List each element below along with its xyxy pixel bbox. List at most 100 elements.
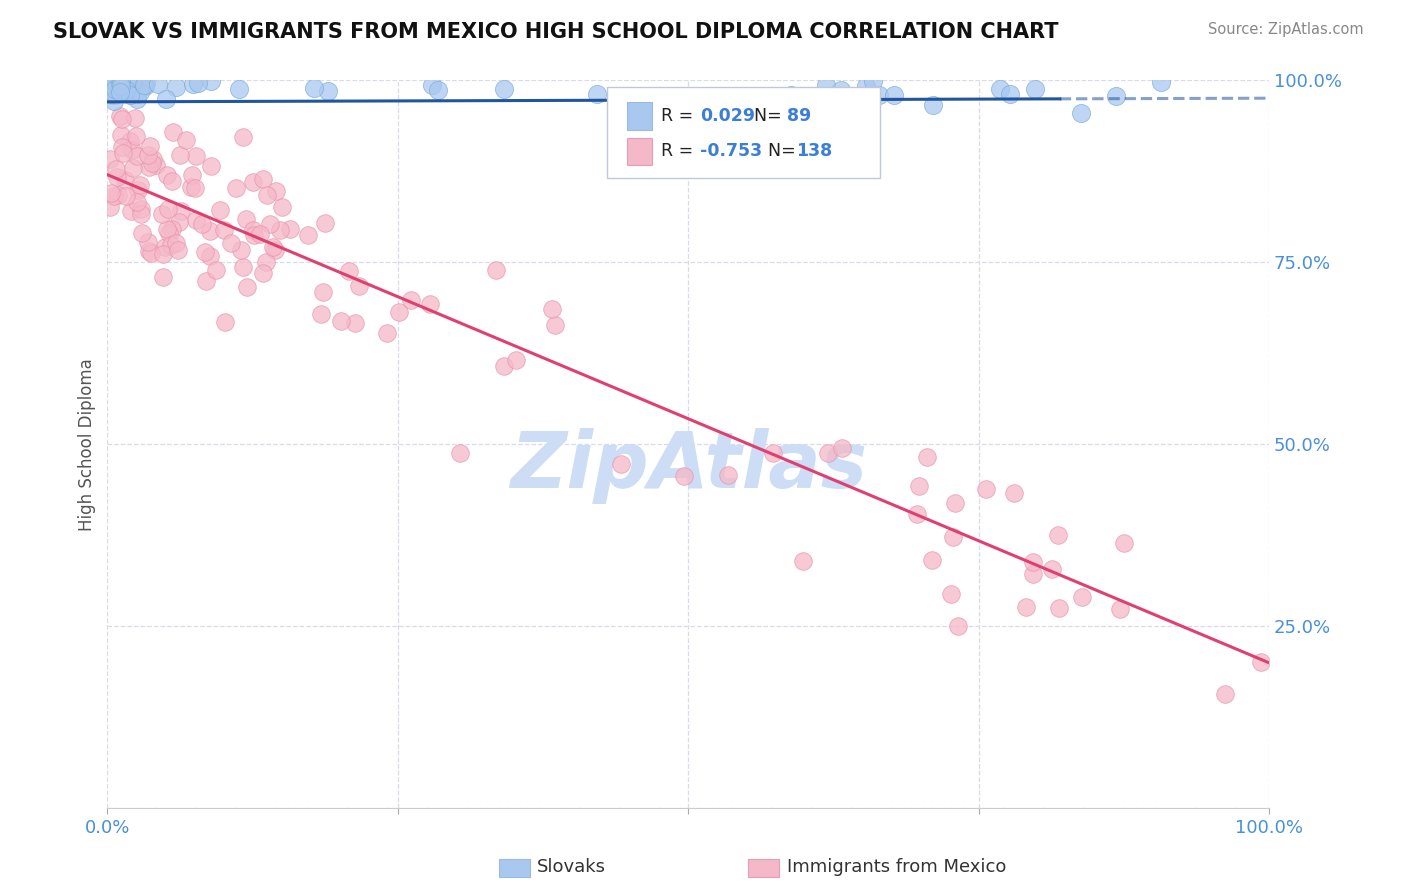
- Point: [100, 84, 122, 98]
- Point: [180, 180, 202, 194]
- Point: [262, 240, 284, 254]
- Point: [1213, 687, 1236, 701]
- Point: [165, 79, 187, 94]
- Point: [264, 243, 287, 257]
- Point: [1109, 602, 1132, 616]
- Text: R =: R =: [661, 107, 699, 125]
- Point: [134, 79, 156, 94]
- Point: [166, 243, 188, 257]
- Point: [543, 318, 565, 332]
- Point: [309, 307, 332, 321]
- Point: [129, 178, 152, 192]
- Point: [105, 87, 128, 102]
- Point: [1047, 600, 1070, 615]
- Point: [998, 87, 1021, 102]
- Point: [242, 222, 264, 236]
- Point: [214, 315, 236, 329]
- Point: [252, 171, 274, 186]
- Point: [100, 186, 122, 200]
- Point: [939, 586, 962, 600]
- Point: [212, 223, 235, 237]
- Point: [205, 263, 228, 277]
- Text: -0.753: -0.753: [700, 143, 762, 161]
- Point: [108, 80, 131, 95]
- Point: [610, 457, 633, 471]
- Point: [117, 81, 139, 95]
- Point: [814, 78, 837, 92]
- Point: [104, 81, 127, 95]
- Point: [117, 78, 139, 93]
- Text: Immigrants from Mexico: Immigrants from Mexico: [787, 858, 1007, 876]
- Point: [121, 75, 143, 89]
- Point: [236, 279, 259, 293]
- Point: [121, 143, 143, 157]
- Point: [132, 78, 155, 92]
- Point: [100, 86, 122, 100]
- Bar: [627, 102, 652, 129]
- Point: [100, 76, 122, 90]
- Point: [125, 128, 148, 143]
- Point: [110, 73, 132, 87]
- Point: [426, 83, 449, 97]
- Point: [905, 507, 928, 521]
- Point: [915, 450, 938, 465]
- Point: [125, 84, 148, 98]
- Point: [1040, 562, 1063, 576]
- Point: [314, 216, 336, 230]
- Point: [673, 469, 696, 483]
- Point: [1024, 82, 1046, 96]
- Point: [122, 76, 145, 90]
- Point: [169, 148, 191, 162]
- Point: [100, 87, 122, 101]
- Point: [219, 236, 242, 251]
- Point: [868, 87, 890, 102]
- Point: [101, 79, 124, 94]
- Point: [162, 125, 184, 139]
- Point: [792, 554, 814, 568]
- Point: [540, 302, 562, 317]
- Point: [105, 75, 128, 89]
- Point: [160, 238, 183, 252]
- Point: [107, 188, 129, 202]
- Point: [125, 92, 148, 106]
- Point: [138, 160, 160, 174]
- Y-axis label: High School Diploma: High School Diploma: [79, 358, 96, 531]
- Point: [129, 85, 152, 99]
- Point: [235, 212, 257, 227]
- Point: [103, 79, 125, 94]
- Point: [153, 240, 176, 254]
- Point: [120, 204, 142, 219]
- Point: [103, 94, 125, 108]
- Point: [138, 244, 160, 258]
- Point: [167, 215, 190, 229]
- Point: [105, 84, 128, 98]
- Point: [316, 84, 339, 98]
- Point: [124, 112, 146, 126]
- Point: [122, 161, 145, 176]
- Point: [105, 87, 128, 101]
- Point: [586, 87, 609, 101]
- Point: [347, 279, 370, 293]
- Point: [187, 76, 209, 90]
- Point: [492, 359, 515, 373]
- Text: Source: ZipAtlas.com: Source: ZipAtlas.com: [1208, 22, 1364, 37]
- Point: [242, 175, 264, 189]
- Point: [194, 245, 217, 260]
- Point: [165, 235, 187, 250]
- FancyBboxPatch shape: [607, 87, 880, 178]
- Point: [98, 152, 121, 166]
- Text: Slovaks: Slovaks: [537, 858, 606, 876]
- Text: SLOVAK VS IMMIGRANTS FROM MEXICO HIGH SCHOOL DIPLOMA CORRELATION CHART: SLOVAK VS IMMIGRANTS FROM MEXICO HIGH SC…: [53, 22, 1059, 42]
- Point: [127, 195, 149, 210]
- Point: [494, 82, 516, 96]
- Point: [1002, 486, 1025, 500]
- Point: [136, 235, 159, 250]
- Point: [97, 77, 120, 91]
- Point: [136, 147, 159, 161]
- Point: [228, 82, 250, 96]
- Point: [131, 202, 153, 216]
- Point: [1105, 89, 1128, 103]
- Point: [139, 138, 162, 153]
- Point: [1022, 555, 1045, 569]
- Point: [98, 73, 121, 87]
